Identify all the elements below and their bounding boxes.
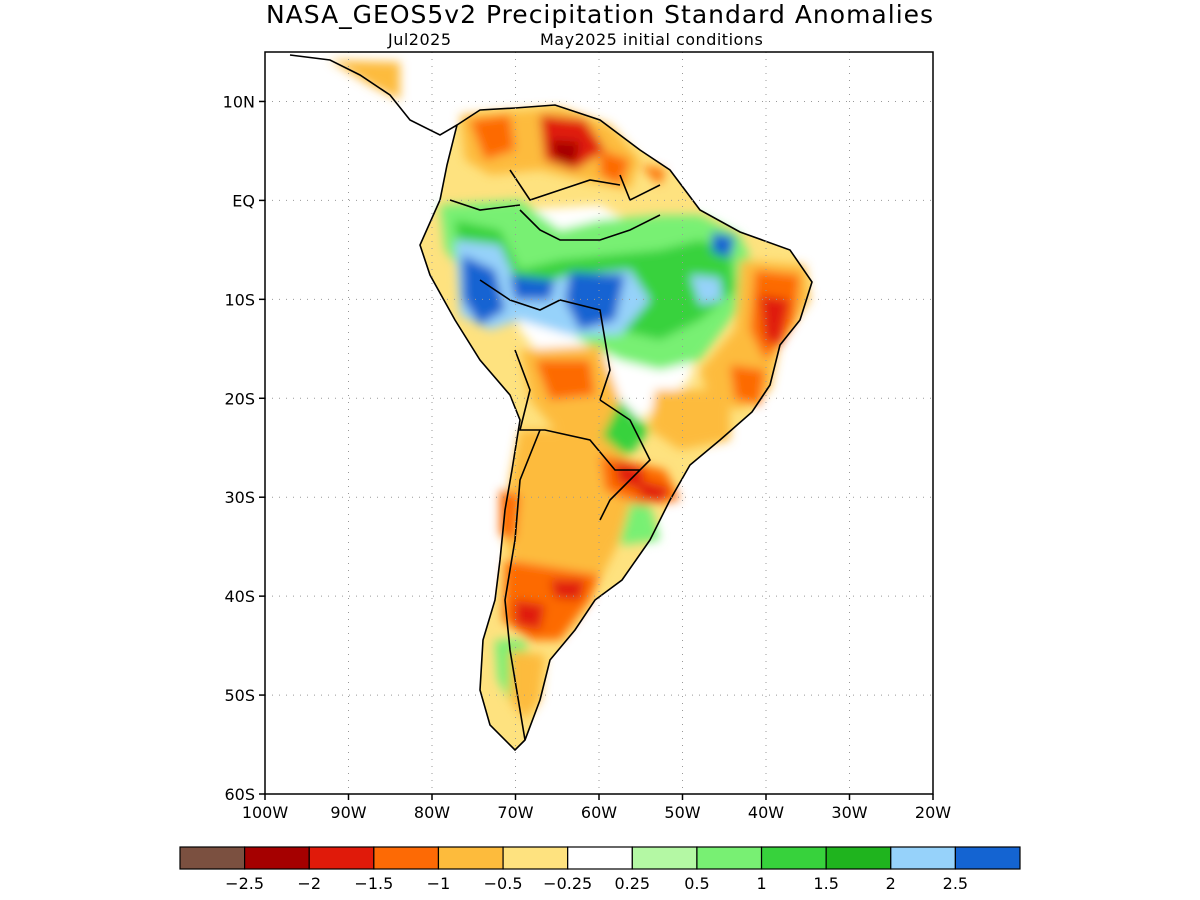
lon-tick-label: 40W <box>748 803 784 822</box>
lat-tick-label: 10S <box>224 290 255 309</box>
coastline <box>419 104 813 752</box>
lat-tick-label: 60S <box>224 785 255 804</box>
colorbar-label: 1.5 <box>813 874 838 893</box>
colorbar-label: −2 <box>297 874 321 893</box>
colorbar-swatch <box>760 846 827 870</box>
colorbar-swatch <box>567 846 633 870</box>
colorbar-label: −0.25 <box>543 874 592 893</box>
valid-month-label: Jul2025 <box>388 30 452 49</box>
dry-anomaly-region <box>730 365 765 405</box>
lat-tick-label: EQ <box>232 191 255 210</box>
colorbar-swatch <box>825 846 892 870</box>
colorbar-swatch <box>179 846 246 870</box>
map-title: NASA_GEOS5v2 Precipitation Standard Anom… <box>265 0 935 29</box>
coastlines <box>289 54 813 752</box>
dry-anomaly-region <box>470 115 515 160</box>
very-wet-region <box>690 275 722 305</box>
country-border <box>519 209 661 241</box>
colorbar-swatch <box>954 846 1021 870</box>
country-border <box>509 169 621 201</box>
extreme-dry-region <box>550 140 580 165</box>
lon-tick-label: 90W <box>330 803 366 822</box>
extreme-wet-region <box>510 275 555 300</box>
dry-anomaly-region <box>650 390 730 450</box>
colorbar-swatch <box>373 846 440 870</box>
colorbar-label: 2.5 <box>943 874 968 893</box>
lat-tick-label: 30S <box>224 488 255 507</box>
colorbar-label: −1.5 <box>354 874 393 893</box>
colorbar-swatch <box>502 846 569 870</box>
colorbar-swatch <box>308 846 375 870</box>
colorbar-label: −1 <box>427 874 451 893</box>
severe-dry-region <box>515 600 545 630</box>
anomaly-field <box>330 60 812 750</box>
dry-anomaly-region <box>535 360 595 400</box>
severe-dry-region <box>615 460 645 490</box>
colorbar-swatch <box>890 846 956 870</box>
colorbar-label: 0.5 <box>684 874 709 893</box>
severe-dry-region <box>760 295 790 345</box>
extreme-wet-region <box>712 232 735 258</box>
lon-tick-label: 50W <box>664 803 700 822</box>
lon-tick-label: 80W <box>414 803 450 822</box>
colorbar-label: −2.5 <box>225 874 264 893</box>
extreme-wet-region <box>565 272 625 330</box>
lon-tick-label: 60W <box>581 803 617 822</box>
dry-anomaly-region <box>640 165 665 185</box>
colorbar-swatch <box>437 846 504 870</box>
dry-anomaly-region <box>500 490 520 540</box>
country-border <box>479 279 611 401</box>
lat-tick-label: 50S <box>224 686 255 705</box>
lon-tick-label: 30W <box>831 803 867 822</box>
lon-tick-label: 20W <box>915 803 951 822</box>
colorbar-swatch <box>696 846 763 870</box>
country-border <box>514 349 640 471</box>
colorbar-label: −0.5 <box>484 874 523 893</box>
lat-tick-label: 10N <box>223 92 255 111</box>
colorbar-label: 0.25 <box>614 874 650 893</box>
country-border <box>449 199 521 211</box>
lat-tick-label: 40S <box>224 587 255 606</box>
initial-conditions-label: May2025 initial conditions <box>540 30 764 49</box>
severe-dry-region <box>640 480 670 502</box>
colorbar-label: 2 <box>886 874 896 893</box>
colorbar: −2.5 −2 −1.5 −1 −0.5 −0.25 0.25 0.5 1 1.5 2 2.5 <box>179 846 1021 893</box>
severe-dry-region <box>550 580 585 600</box>
country-border <box>504 429 541 741</box>
lon-tick-label: 70W <box>497 803 533 822</box>
lat-tick-label: 20S <box>224 389 255 408</box>
central-america-coast <box>289 54 458 136</box>
colorbar-label: 1 <box>756 874 766 893</box>
colorbar-swatch <box>244 846 310 870</box>
colorbar-swatch <box>631 846 698 870</box>
lon-tick-label: 100W <box>242 803 289 822</box>
dry-anomaly-region <box>600 150 630 185</box>
extreme-wet-region <box>462 255 505 325</box>
country-border <box>599 399 651 521</box>
